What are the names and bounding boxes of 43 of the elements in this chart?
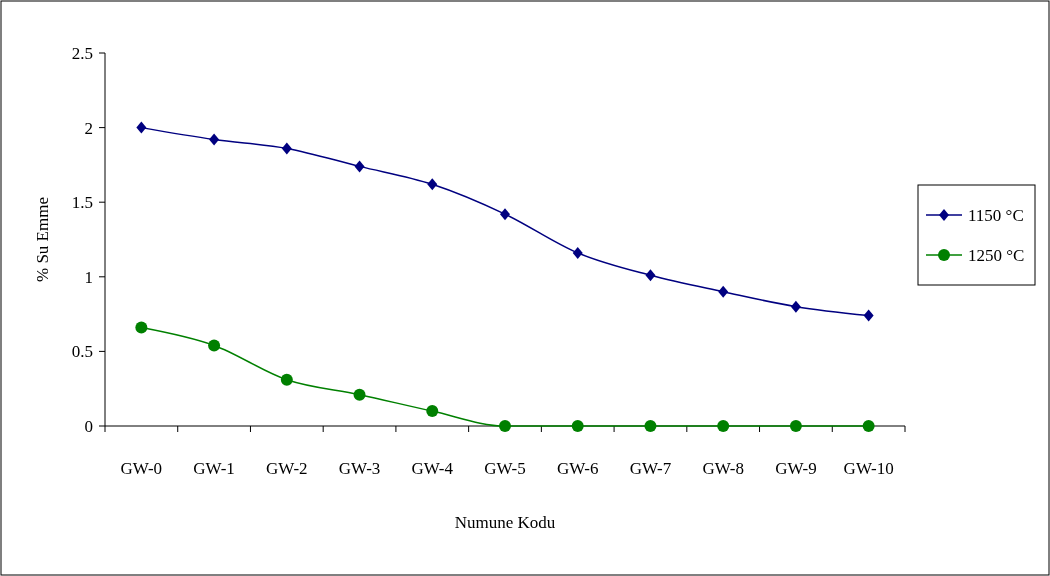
- point: [426, 405, 439, 418]
- point: [427, 178, 438, 191]
- x-tick-label: GW-7: [629, 459, 672, 478]
- point: [718, 285, 729, 298]
- y-tick-label: 0.5: [71, 342, 93, 362]
- point: [353, 388, 366, 401]
- point: [789, 420, 802, 432]
- x-axis-title: Numune Kodu: [454, 513, 556, 532]
- point: [863, 309, 874, 322]
- point: [572, 246, 583, 259]
- point: [790, 300, 801, 313]
- point: [571, 420, 584, 432]
- legend-label: 1250 °C: [968, 245, 1025, 265]
- point: [354, 160, 365, 173]
- legend-label: 1150 °C: [968, 205, 1024, 225]
- point: [280, 373, 293, 386]
- y-tick-label: 1: [84, 267, 93, 287]
- x-tick-label: GW-10: [843, 459, 894, 478]
- point: [135, 321, 148, 334]
- y-axis-title: % Su Emme: [33, 197, 52, 282]
- point: [208, 339, 221, 352]
- x-tick-label: GW-3: [338, 459, 381, 478]
- point: [717, 420, 730, 432]
- x-tick-label: GW-5: [484, 459, 526, 478]
- point: [209, 133, 220, 146]
- point: [645, 269, 656, 282]
- x-tick-label: GW-6: [556, 459, 599, 478]
- x-tick-label: GW-0: [120, 459, 163, 478]
- y-tick-label: 2: [84, 118, 93, 138]
- x-tick-label: GW-4: [411, 459, 454, 478]
- y-tick-label: 1.5: [71, 193, 93, 213]
- y-tick-label: 0: [84, 416, 93, 436]
- y-tick-label: 2.5: [71, 43, 93, 63]
- point: [136, 121, 147, 134]
- point: [644, 420, 657, 432]
- x-tick-label: GW-2: [266, 459, 308, 478]
- point: [500, 208, 510, 221]
- x-tick-label: GW-8: [702, 459, 744, 478]
- point: [499, 420, 511, 432]
- point: [281, 142, 292, 155]
- x-tick-label: GW-1: [193, 459, 235, 478]
- point: [862, 420, 875, 432]
- x-tick-label: GW-9: [775, 459, 817, 478]
